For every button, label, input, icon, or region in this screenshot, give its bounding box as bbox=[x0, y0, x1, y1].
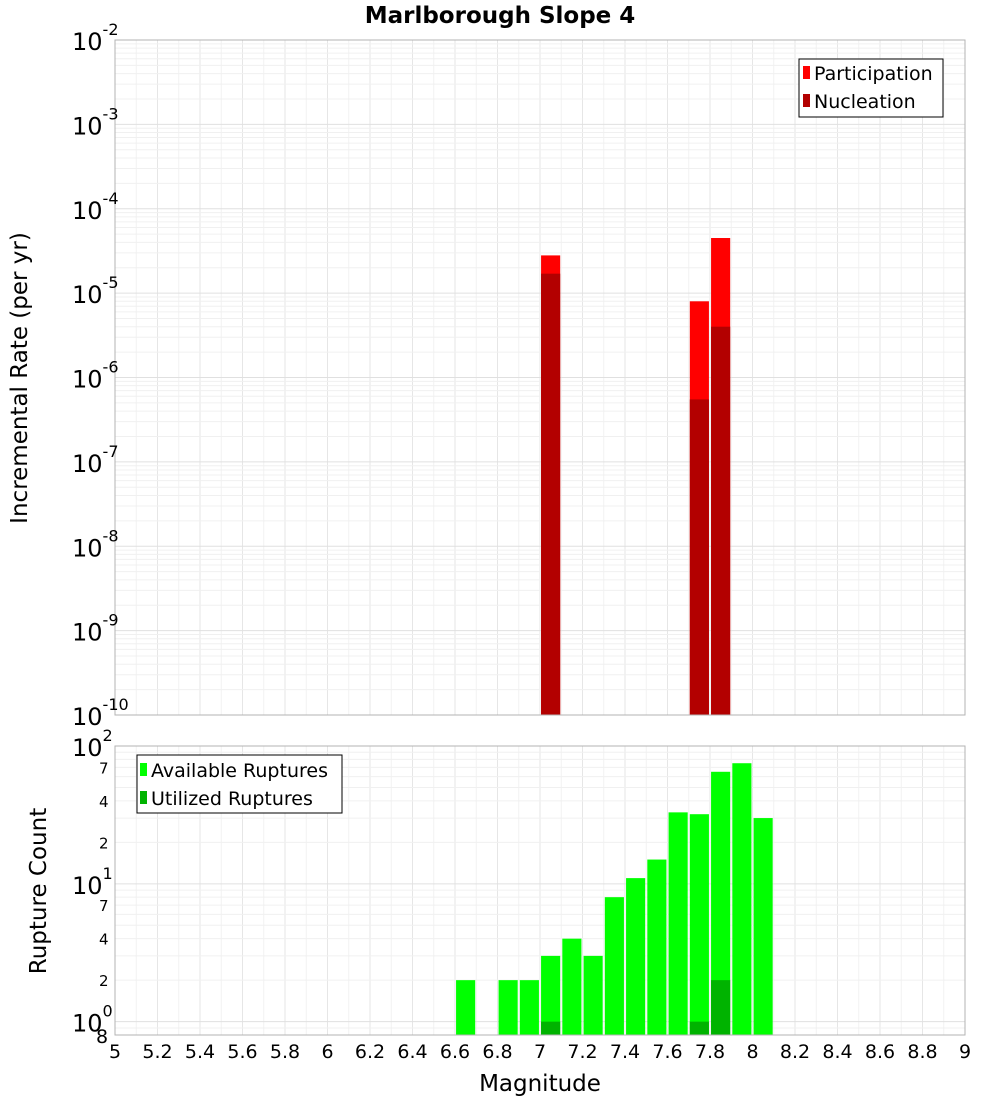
count-bar-a bbox=[519, 980, 539, 1035]
count-bars bbox=[456, 763, 773, 1035]
x-tick-label: 7 bbox=[534, 1041, 546, 1063]
count-bar-a bbox=[689, 814, 709, 1035]
count-y-minor-label: 4 bbox=[99, 931, 109, 949]
count-y-minor-label: 7 bbox=[99, 897, 109, 915]
rate-y-tick-exponent: -7 bbox=[103, 442, 119, 461]
rate-y-tick-label: 10-6 bbox=[72, 358, 119, 394]
legend-swatch-available bbox=[140, 763, 147, 776]
x-tick-label: 9 bbox=[959, 1041, 971, 1063]
legend-label-nucleation: Nucleation bbox=[814, 91, 916, 113]
count-bar-b bbox=[689, 1021, 709, 1035]
rate-y-tick-exponent: -3 bbox=[103, 104, 119, 123]
rate-y-axis-label: Incremental Rate (per yr) bbox=[7, 232, 33, 524]
x-tick-label: 5 bbox=[109, 1041, 121, 1063]
x-tick-label: 6.4 bbox=[397, 1041, 427, 1063]
count-legend-box bbox=[136, 754, 343, 814]
rate-y-tick-exponent: -6 bbox=[103, 358, 119, 377]
x-tick-label: 6.2 bbox=[355, 1041, 385, 1063]
rate-y-tick-label: 10-10 bbox=[72, 695, 129, 731]
count-bar-a bbox=[583, 955, 603, 1035]
x-tick-label: 5.6 bbox=[227, 1041, 257, 1063]
rate-y-tick-label: 10-3 bbox=[72, 104, 119, 140]
x-tick-label: 5.2 bbox=[142, 1041, 172, 1063]
legend-label-participation: Participation bbox=[814, 63, 933, 85]
count-legend: Available Ruptures Utilized Ruptures bbox=[136, 754, 343, 814]
count-y-bottom-label: 8 bbox=[96, 1026, 108, 1048]
legend-label-available: Available Ruptures bbox=[151, 760, 328, 782]
rate-y-tick-exponent: -5 bbox=[103, 273, 119, 292]
chart-title: Marlborough Slope 4 bbox=[365, 3, 636, 29]
rate-y-tick-label: 10-5 bbox=[72, 273, 119, 309]
rate-y-tick-label: 10-4 bbox=[72, 189, 119, 225]
count-bar-a bbox=[753, 818, 773, 1035]
count-bar-b bbox=[541, 1021, 561, 1035]
x-tick-label: 7.2 bbox=[567, 1041, 597, 1063]
count-y-minor-label: 2 bbox=[99, 972, 109, 990]
rate-plot-border bbox=[114, 39, 966, 716]
rate-y-tick-exponent: -10 bbox=[103, 695, 129, 714]
count-plot-border bbox=[114, 745, 966, 1036]
rate-y-tick-label: 10-2 bbox=[72, 20, 119, 56]
count-bar-b bbox=[711, 980, 731, 1035]
count-y-minor-label: 2 bbox=[99, 834, 109, 852]
x-tick-label: 8.6 bbox=[865, 1041, 895, 1063]
x-tick-label: 5.8 bbox=[270, 1041, 300, 1063]
count-bar-a bbox=[456, 980, 476, 1035]
count-y-major-exponent: 0 bbox=[103, 1002, 113, 1021]
rate-bar-b bbox=[711, 326, 731, 715]
x-axis-label: Magnitude bbox=[479, 1071, 601, 1097]
rate-legend: Participation Nucleation bbox=[798, 58, 944, 118]
count-bar-a bbox=[604, 897, 624, 1035]
rate-y-tick-exponent: -2 bbox=[103, 20, 119, 39]
x-tick-label: 8.8 bbox=[907, 1041, 937, 1063]
rate-y-tick-label: 10-9 bbox=[72, 611, 119, 647]
rate-y-tick-exponent: -9 bbox=[103, 611, 119, 630]
count-bar-a bbox=[541, 955, 561, 1035]
count-y-axis-label: Rupture Count bbox=[26, 808, 52, 974]
x-tick-label: 7.8 bbox=[695, 1041, 725, 1063]
x-tick-label: 8 bbox=[746, 1041, 758, 1063]
rate-y-tick-label: 10-8 bbox=[72, 526, 119, 562]
count-y-major-exponent: 1 bbox=[103, 864, 113, 883]
x-tick-label: 6.8 bbox=[482, 1041, 512, 1063]
count-bar-a bbox=[668, 812, 688, 1035]
x-tick-label: 5.4 bbox=[185, 1041, 215, 1063]
x-ticks: 5 5.2 5.4 5.6 5.8 6 6.2 6.4 6.6 6.8 7 7.2 7.4 7.6 7.8 8… bbox=[109, 1041, 971, 1063]
rate-y-tick-exponent: -8 bbox=[103, 526, 119, 545]
count-y-major-exponent: 2 bbox=[103, 726, 113, 745]
rate-panel: 10-2 10-3 10-4 10-5 10-6 10-7 10-8 10-9 10-10 In… bbox=[7, 20, 966, 731]
x-tick-label: 6.6 bbox=[440, 1041, 470, 1063]
count-y-minor-label: 7 bbox=[99, 759, 109, 777]
rate-y-tick-label: 10-7 bbox=[72, 442, 119, 478]
legend-swatch-participation bbox=[803, 66, 810, 79]
count-y-minor-label: 4 bbox=[99, 793, 109, 811]
count-y-major-label: 102 bbox=[72, 726, 113, 762]
x-tick-label: 7.4 bbox=[610, 1041, 640, 1063]
rate-y-tick-exponent: -4 bbox=[103, 189, 119, 208]
legend-label-utilized: Utilized Ruptures bbox=[151, 788, 313, 810]
count-bar-a bbox=[711, 771, 731, 1035]
count-bar-a bbox=[562, 938, 582, 1035]
legend-swatch-nucleation bbox=[803, 94, 810, 107]
rate-bar-b bbox=[541, 273, 561, 715]
rate-legend-box bbox=[798, 58, 944, 118]
count-bar-a bbox=[647, 859, 667, 1035]
x-tick-label: 6 bbox=[321, 1041, 333, 1063]
x-tick-label: 8.4 bbox=[822, 1041, 852, 1063]
x-tick-label: 7.6 bbox=[652, 1041, 682, 1063]
rate-grid bbox=[114, 39, 966, 716]
rate-bar-b bbox=[689, 399, 709, 715]
legend-swatch-utilized bbox=[140, 791, 147, 804]
count-bar-a bbox=[626, 878, 646, 1035]
count-y-major-label: 101 bbox=[72, 864, 113, 900]
x-tick-label: 8.2 bbox=[780, 1041, 810, 1063]
count-bar-a bbox=[732, 763, 752, 1035]
count-bar-a bbox=[498, 980, 518, 1035]
rate-bars bbox=[541, 238, 731, 715]
